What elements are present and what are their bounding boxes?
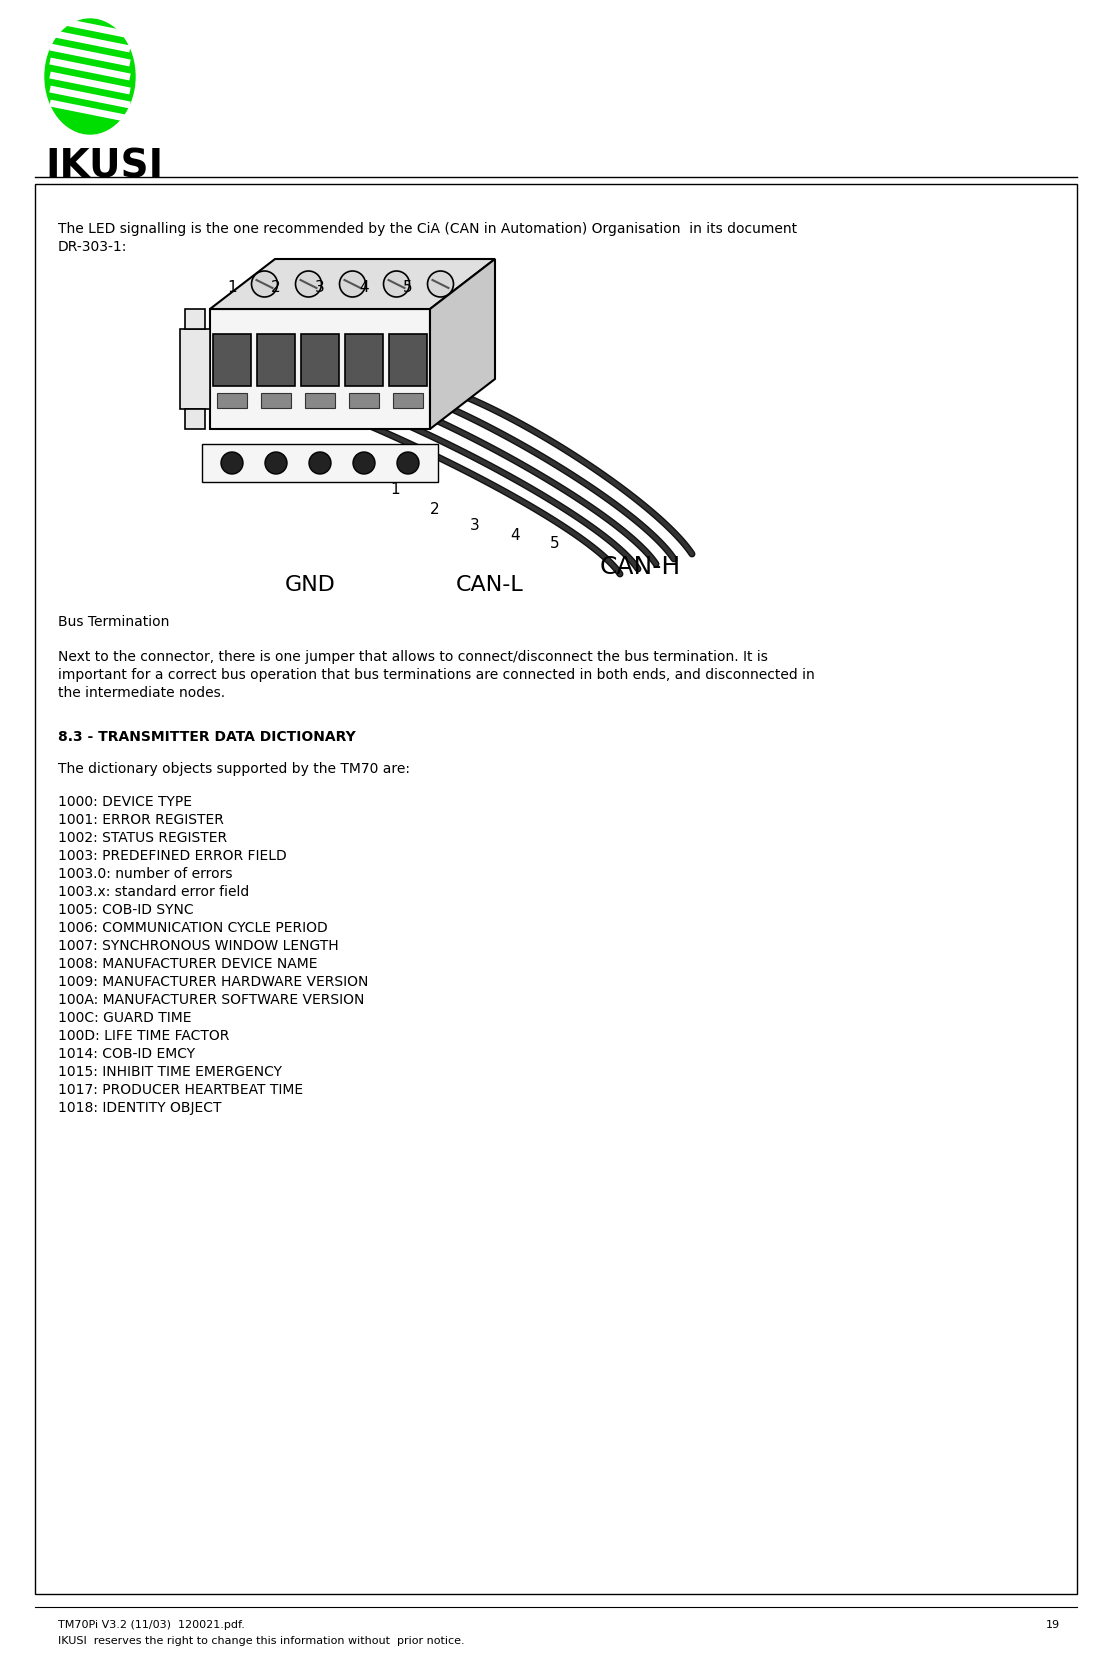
Text: 1003: PREDEFINED ERROR FIELD: 1003: PREDEFINED ERROR FIELD — [58, 849, 287, 862]
Polygon shape — [430, 260, 495, 430]
Bar — [202, 445, 438, 483]
Bar — [349, 394, 379, 409]
Text: 1003.x: standard error field: 1003.x: standard error field — [58, 884, 249, 899]
Text: 100D: LIFE TIME FACTOR: 100D: LIFE TIME FACTOR — [58, 1028, 229, 1043]
Bar — [185, 309, 205, 329]
Text: 1000: DEVICE TYPE: 1000: DEVICE TYPE — [58, 794, 192, 809]
Text: IKUSI  reserves the right to change this information without  prior notice.: IKUSI reserves the right to change this … — [58, 1635, 465, 1645]
Text: 4: 4 — [510, 528, 519, 543]
Text: 19: 19 — [1046, 1619, 1060, 1629]
Text: 5: 5 — [404, 280, 413, 295]
Polygon shape — [210, 260, 495, 309]
Circle shape — [384, 271, 409, 298]
Bar — [257, 334, 295, 387]
Text: 1008: MANUFACTURER DEVICE NAME: 1008: MANUFACTURER DEVICE NAME — [58, 957, 318, 970]
Text: 1002: STATUS REGISTER: 1002: STATUS REGISTER — [58, 831, 227, 844]
Bar — [214, 334, 251, 387]
Text: 3: 3 — [470, 516, 480, 533]
Circle shape — [265, 453, 287, 475]
Circle shape — [397, 453, 419, 475]
Bar — [34, 185, 1078, 1594]
Text: 5: 5 — [550, 535, 559, 549]
Circle shape — [309, 453, 331, 475]
Text: the intermediate nodes.: the intermediate nodes. — [58, 685, 225, 700]
Text: 8.3 - TRANSMITTER DATA DICTIONARY: 8.3 - TRANSMITTER DATA DICTIONARY — [58, 730, 356, 743]
Text: Bus Termination: Bus Termination — [58, 614, 169, 629]
Text: The LED signalling is the one recommended by the CiA (CAN in Automation) Organis: The LED signalling is the one recommende… — [58, 222, 797, 237]
Bar — [180, 329, 210, 410]
Circle shape — [353, 453, 375, 475]
Text: 1017: PRODUCER HEARTBEAT TIME: 1017: PRODUCER HEARTBEAT TIME — [58, 1082, 304, 1096]
Bar — [305, 394, 335, 409]
Text: 2: 2 — [271, 280, 281, 295]
Text: 1015: INHIBIT TIME EMERGENCY: 1015: INHIBIT TIME EMERGENCY — [58, 1064, 282, 1079]
Text: 3: 3 — [315, 280, 325, 295]
Text: 1003.0: number of errors: 1003.0: number of errors — [58, 867, 232, 880]
Circle shape — [221, 453, 244, 475]
Text: The dictionary objects supported by the TM70 are:: The dictionary objects supported by the … — [58, 761, 410, 776]
Text: 1: 1 — [227, 280, 237, 295]
Text: 1: 1 — [390, 482, 400, 496]
Bar — [210, 309, 430, 430]
Text: DR-303-1:: DR-303-1: — [58, 240, 128, 253]
Bar — [345, 334, 383, 387]
Text: 1005: COB-ID SYNC: 1005: COB-ID SYNC — [58, 902, 193, 917]
Bar — [185, 410, 205, 430]
Text: CAN-L: CAN-L — [456, 574, 524, 594]
Bar — [393, 394, 423, 409]
Text: 100C: GUARD TIME: 100C: GUARD TIME — [58, 1011, 191, 1024]
Text: 1001: ERROR REGISTER: 1001: ERROR REGISTER — [58, 813, 224, 826]
Ellipse shape — [44, 20, 135, 136]
Text: important for a correct bus operation that bus terminations are connected in bot: important for a correct bus operation th… — [58, 667, 815, 682]
Text: 1009: MANUFACTURER HARDWARE VERSION: 1009: MANUFACTURER HARDWARE VERSION — [58, 975, 368, 988]
Bar — [217, 394, 247, 409]
Bar — [261, 394, 291, 409]
Text: 1006: COMMUNICATION CYCLE PERIOD: 1006: COMMUNICATION CYCLE PERIOD — [58, 920, 328, 935]
Text: 4: 4 — [359, 280, 369, 295]
Text: 1018: IDENTITY OBJECT: 1018: IDENTITY OBJECT — [58, 1101, 221, 1114]
Bar — [301, 334, 339, 387]
Text: CAN-H: CAN-H — [599, 554, 681, 579]
Text: 1014: COB-ID EMCY: 1014: COB-ID EMCY — [58, 1046, 195, 1061]
Text: IKUSI: IKUSI — [44, 147, 163, 185]
Text: GND: GND — [285, 574, 336, 594]
Circle shape — [427, 271, 454, 298]
Circle shape — [296, 271, 321, 298]
Text: 1007: SYNCHRONOUS WINDOW LENGTH: 1007: SYNCHRONOUS WINDOW LENGTH — [58, 938, 339, 952]
Circle shape — [251, 271, 278, 298]
Text: 2: 2 — [430, 501, 440, 516]
Text: Next to the connector, there is one jumper that allows to connect/disconnect the: Next to the connector, there is one jump… — [58, 650, 768, 664]
Circle shape — [339, 271, 366, 298]
Text: 100A: MANUFACTURER SOFTWARE VERSION: 100A: MANUFACTURER SOFTWARE VERSION — [58, 993, 365, 1006]
Bar — [389, 334, 427, 387]
Text: TM70Pi V3.2 (11/03)  120021.pdf.: TM70Pi V3.2 (11/03) 120021.pdf. — [58, 1619, 245, 1629]
